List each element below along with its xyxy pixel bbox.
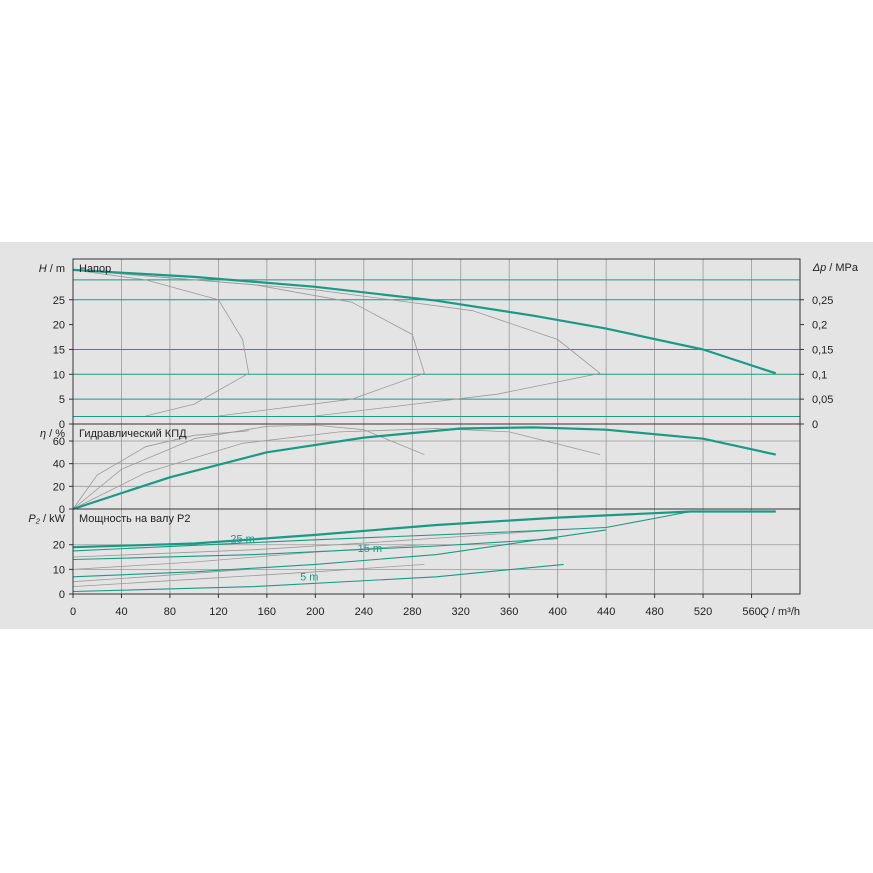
x-tick-label: 320 [452,606,470,618]
chart-panel [0,242,873,629]
series-line-mid [72,424,425,510]
x-tick-label: 280 [403,606,421,618]
curve-label: 15 m [358,543,382,555]
series-line-teal [72,538,558,561]
x-tick-label: 0 [70,606,76,618]
plot-frame [72,508,801,595]
subplot-3 [69,508,801,595]
series-line-teal [72,510,692,552]
series-line-mid [72,430,249,510]
y-right-tick-label: 0,05 [812,394,833,406]
x-tick-label: 360 [500,606,518,618]
series-line-mid [72,564,425,587]
series-line-teal [72,529,607,578]
x-tick-label: 520 [694,606,712,618]
y-tick-label: 0 [59,589,65,601]
y-tick-label: 20 [53,320,65,332]
x-tick-label: 440 [597,606,615,618]
y-tick-label: 60 [53,436,65,448]
x-tick-label: 160 [258,606,276,618]
y-right-tick-label: 0 [812,419,818,431]
y-tick-label: 5 [59,394,65,406]
y-right-tick-label: 0,1 [812,369,827,381]
y-tick-label: 0 [59,419,65,431]
x-tick-label: 120 [209,606,227,618]
series-line-mid [72,569,249,583]
x-tick-label: 240 [355,606,373,618]
curve-label: 25 m [230,533,254,545]
series-line-mid [145,372,249,417]
y-right-tick-label: 0,25 [812,295,833,307]
series-line-mid [315,372,601,417]
series-line-mid [72,428,601,510]
series-line-mid [72,529,558,558]
series-line-mid [72,269,425,374]
curve-label: 5 m [300,571,318,583]
series-line-max [72,510,776,549]
y-tick-label: 0 [59,504,65,516]
series-line-mid [218,372,425,417]
x-tick-label: 560 [742,606,760,618]
subplot-title: Мощность на валу P2 [79,513,191,525]
y-tick-label: 15 [53,344,65,356]
series-line-mid [72,269,250,374]
y-right-tick-label: 0,15 [812,344,833,356]
y-right-tick-label: 0,2 [812,320,827,332]
x-tick-label: 80 [164,606,176,618]
series-line-mid [72,269,601,374]
x-tick-label: 200 [306,606,324,618]
series-line-max [72,268,777,375]
x-tick-label: 400 [548,606,566,618]
series-line-teal [72,563,564,593]
y-tick-label: 40 [53,459,65,471]
subplot-title: Напор [79,263,111,275]
y-tick-label: 10 [53,564,65,576]
x-axis-label: Q / m³/h [760,606,800,618]
y-right-axis-label: Δp / MPa [812,262,859,274]
subplot-1 [69,258,804,425]
y-axis-label: P₂ / kW [28,513,65,525]
y-tick-label: 25 [53,295,65,307]
x-tick-label: 480 [645,606,663,618]
series-line-max [72,426,777,511]
subplot-title: Гидравлический КПД [79,428,187,440]
x-tick-label: 40 [115,606,127,618]
y-tick-label: 20 [53,540,65,552]
y-tick-label: 10 [53,369,65,381]
y-tick-label: 20 [53,481,65,493]
y-axis-label: H / m [39,263,65,275]
series-line-mid [72,544,425,570]
y-axis-label: η / % [40,428,65,440]
